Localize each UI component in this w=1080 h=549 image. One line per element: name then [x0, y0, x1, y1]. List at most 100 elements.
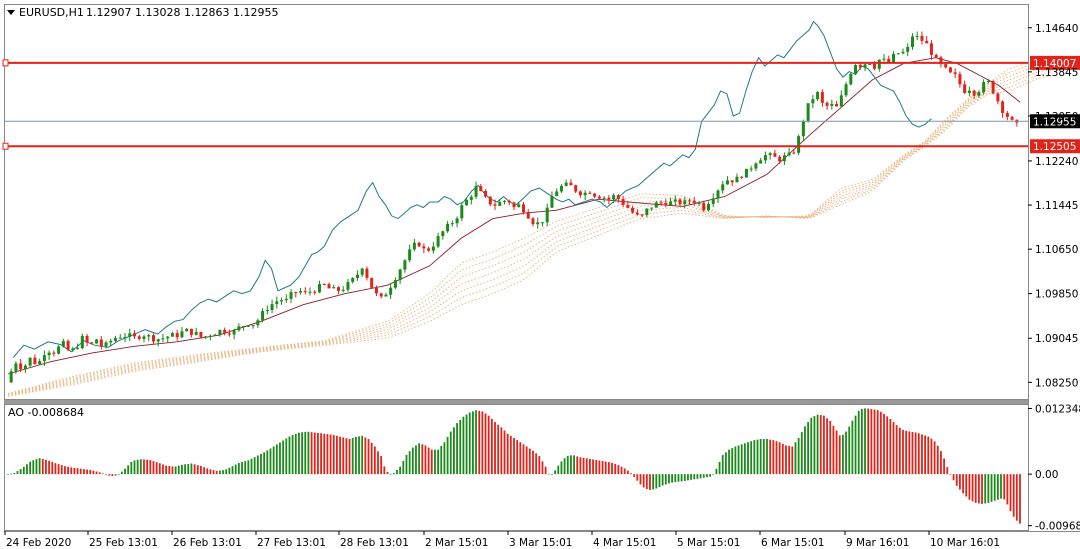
horizontal-lines[interactable]: 1.14007 1.12505 1.12955 — [2, 55, 1080, 154]
ao-bar — [64, 466, 66, 475]
candle-body — [531, 218, 535, 225]
ao-tick-label: -0.009685 — [1035, 521, 1080, 533]
ao-bar — [1019, 474, 1021, 524]
candle-body — [218, 329, 222, 335]
candle-body — [816, 92, 820, 100]
ao-bar — [317, 432, 319, 475]
ao-bar — [743, 443, 746, 475]
candle-body — [517, 204, 521, 208]
candle-body — [90, 342, 94, 344]
collapse-triangle-icon[interactable] — [7, 10, 15, 15]
ao-bar — [683, 474, 686, 481]
ao-bar — [807, 422, 810, 475]
ao-bar — [718, 461, 721, 475]
candle-body — [422, 246, 426, 249]
ao-bar — [971, 474, 974, 502]
ao-bar — [440, 445, 443, 475]
ao-bar — [981, 474, 983, 504]
ao-bar — [291, 435, 294, 475]
ao-bar — [459, 419, 462, 475]
price-label-bg — [1030, 139, 1080, 154]
ao-bar — [902, 429, 904, 475]
ao-bar — [389, 473, 392, 475]
ao-bar — [541, 461, 544, 475]
ao-bar — [443, 442, 446, 475]
ao-bar — [133, 460, 136, 475]
ao-bar — [535, 453, 538, 475]
candle-body — [540, 222, 544, 224]
candle-body — [431, 246, 435, 251]
ao-bar — [889, 419, 892, 475]
ao-bar — [108, 474, 111, 476]
ao-bar — [668, 474, 670, 484]
ao-bar — [876, 410, 879, 475]
ao-bar — [244, 461, 247, 475]
ao-bar — [364, 437, 367, 475]
ao-bar — [952, 474, 955, 481]
candle-body — [412, 242, 416, 250]
ao-bar — [547, 473, 550, 475]
ao-bar — [215, 470, 218, 475]
time-tick-label: 5 Mar 15:01 — [677, 537, 740, 549]
ao-bar — [794, 442, 797, 475]
ao-bar — [405, 455, 408, 475]
ao-bar — [279, 442, 281, 475]
candle-body — [389, 287, 393, 295]
ao-bar — [13, 473, 16, 475]
candle-body — [76, 348, 80, 350]
ao-bar — [298, 432, 300, 475]
candle-body — [289, 292, 293, 299]
ao-bar — [95, 471, 98, 475]
ao-bar — [845, 431, 847, 475]
ao-bar — [734, 446, 737, 475]
candle-body — [877, 59, 881, 69]
ao-bar — [977, 474, 980, 504]
ao-bar — [589, 458, 591, 475]
ao-bar — [506, 433, 509, 475]
ao-bar — [453, 427, 455, 475]
ao-bar — [275, 444, 278, 475]
ao-bar — [756, 439, 759, 475]
candle-body — [868, 64, 872, 66]
candle-body — [52, 352, 56, 354]
ao-bar — [993, 474, 996, 501]
price-tick-label: 1.14640 — [1035, 23, 1078, 35]
candle-body — [725, 180, 729, 185]
candle-body — [166, 336, 170, 339]
ao-bar — [914, 432, 917, 475]
candle-body — [512, 202, 516, 208]
candle-body — [493, 204, 497, 206]
candle-body — [232, 330, 236, 335]
ao-bar — [396, 469, 398, 475]
ao-bar — [554, 470, 557, 475]
candle-body — [953, 72, 957, 75]
candle-body — [830, 103, 834, 106]
ao-bar — [781, 443, 784, 475]
ao-bar — [835, 430, 838, 475]
ao-bar — [212, 470, 215, 475]
ao-bar — [143, 459, 145, 475]
candle-body — [351, 278, 355, 282]
ao-bar — [187, 463, 190, 475]
ao-bar — [661, 474, 664, 486]
candle-body — [170, 333, 174, 337]
cloud-band — [7, 61, 1051, 395]
ao-bar — [124, 468, 126, 475]
ao-bar — [788, 445, 791, 475]
ao-bar — [557, 465, 560, 475]
ao-bar — [241, 461, 243, 475]
ao-bar — [313, 432, 316, 475]
pane-divider[interactable] — [4, 400, 1029, 404]
ao-bar — [269, 448, 272, 475]
candle-body — [341, 289, 345, 291]
candle-body — [436, 236, 440, 247]
candle-body — [175, 333, 179, 338]
ao-bar — [111, 474, 114, 477]
ao-bar — [478, 410, 481, 475]
ao-bar — [57, 464, 60, 475]
cloud-band — [7, 57, 1051, 394]
ao-bar — [870, 409, 873, 475]
ao-bar — [310, 432, 313, 475]
ao-bar — [626, 470, 629, 475]
